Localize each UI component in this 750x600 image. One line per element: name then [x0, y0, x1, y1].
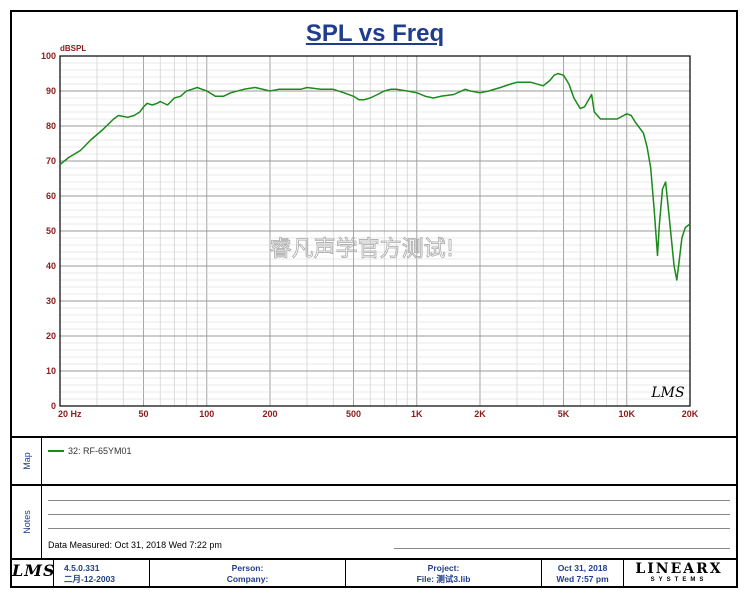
- legend-entry: 32: RF-65YM01: [48, 446, 132, 456]
- series: [59, 72, 691, 281]
- company-label: Company:: [226, 574, 269, 584]
- y-tick-label: 0: [51, 401, 56, 411]
- footer-version-cell: 4.5.0.331 二月-12-2003: [54, 560, 150, 586]
- brand-sub: SYSTEMS: [650, 577, 708, 583]
- y-tick-label: 80: [46, 121, 56, 131]
- x-tick-label: 5K: [558, 409, 570, 419]
- note-line: [48, 528, 398, 529]
- y-tick-label: 70: [46, 156, 56, 166]
- brand-logo: LINEARX: [635, 561, 723, 577]
- legend-label: 32: RF-65YM01: [68, 446, 132, 456]
- person-label: Person:: [231, 563, 264, 573]
- legend-swatch: [48, 450, 64, 452]
- note-line: [48, 500, 398, 501]
- x-tick-label: 10K: [619, 409, 636, 419]
- grid: [60, 56, 690, 406]
- watermark-text: 睿凡声学官方测试!: [270, 237, 455, 262]
- footer-date: Oct 31, 2018: [557, 563, 608, 573]
- x-tick-label: 1K: [411, 409, 423, 419]
- footer-logo-cell: LMS: [12, 560, 56, 586]
- version: 4.5.0.331: [64, 563, 100, 573]
- note-line: [394, 514, 730, 515]
- notes-section: Notes Data Measured: Oct 31, 2018 Wed 7:…: [12, 484, 736, 558]
- y-tick-label: 30: [46, 296, 56, 306]
- y-tick-label: 40: [46, 261, 56, 271]
- file-label: File: 测试3.lib: [416, 574, 471, 584]
- spl-chart: 0 10 20 30 40 50 60 70 80 90 100 20 Hz 50 100 200 500 1K…: [41, 44, 699, 419]
- series-line: [59, 72, 691, 281]
- x-tick-label: 200: [262, 409, 277, 419]
- note-line: [394, 528, 730, 529]
- footer-time: Wed 7:57 pm: [556, 574, 609, 584]
- note-line: [48, 514, 398, 515]
- notes-label: Notes: [21, 510, 32, 534]
- data-measured: Data Measured: Oct 31, 2018 Wed 7:22 pm: [48, 540, 222, 550]
- project-label: Project:: [427, 563, 460, 573]
- plot-border: [59, 55, 691, 407]
- x-tick-label: 20K: [682, 409, 699, 419]
- x-tick-label: 2K: [474, 409, 486, 419]
- x-tick-label: 100: [199, 409, 214, 419]
- report-frame: [10, 10, 738, 588]
- y-axis-label: dBSPL: [60, 44, 86, 53]
- note-line: [394, 548, 730, 549]
- axes: 0 10 20 30 40 50 60 70 80 90 100 20 Hz 50 100 200 500 1K…: [41, 51, 699, 419]
- build-date: 二月-12-2003: [64, 574, 116, 584]
- footer-brand-cell: LINEARX SYSTEMS: [624, 560, 734, 586]
- y-tick-label: 20: [46, 331, 56, 341]
- footer-date-cell: Oct 31, 2018 Wed 7:57 pm: [542, 560, 624, 586]
- x-tick-label: 500: [346, 409, 361, 419]
- plot-lms-logo: LMS: [650, 385, 684, 401]
- footer: LMS 4.5.0.331 二月-12-2003 Person: Company…: [12, 558, 736, 586]
- y-tick-label: 90: [46, 86, 56, 96]
- x-tick-label: 50: [139, 409, 149, 419]
- note-line: [394, 500, 730, 501]
- y-tick-label: 50: [46, 226, 56, 236]
- lms-logo: LMS: [12, 561, 56, 580]
- notes-label-box: Notes: [12, 486, 42, 558]
- footer-project-cell: Project: File: 测试3.lib: [346, 560, 542, 586]
- y-tick-label: 60: [46, 191, 56, 201]
- y-tick-label: 10: [46, 366, 56, 376]
- map-label-box: Map: [12, 438, 42, 484]
- map-section: Map 32: RF-65YM01: [12, 436, 736, 484]
- x-tick-label: 20 Hz: [58, 409, 82, 419]
- y-tick-label: 100: [41, 51, 56, 61]
- map-label: Map: [21, 452, 32, 470]
- chart-title: SPL vs Freq: [305, 20, 445, 47]
- footer-person-cell: Person: Company:: [150, 560, 346, 586]
